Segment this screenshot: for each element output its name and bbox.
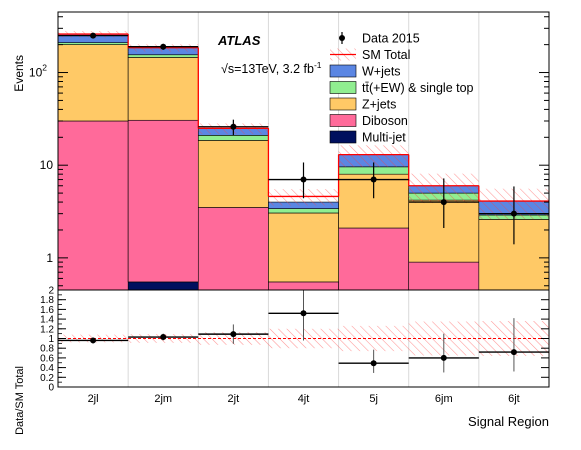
ratio-y-tick-label: 0.8 xyxy=(40,344,54,355)
ratio-point xyxy=(510,349,517,356)
legend-label: Z+jets xyxy=(362,98,396,112)
stack-bar-diboson xyxy=(127,119,199,283)
y-tick-label-base: 10 xyxy=(29,66,43,80)
stack-bar-diboson xyxy=(338,227,410,291)
ratio-y-tick-label: 1.6 xyxy=(40,305,54,316)
x-axis-title: Signal Region xyxy=(468,414,549,429)
y-tick-label: 102 xyxy=(29,63,47,80)
data-point xyxy=(90,32,97,39)
legend-data-marker xyxy=(339,35,345,41)
stack-bar-diboson xyxy=(408,261,480,291)
ratio-y-tick-label: 2 xyxy=(48,286,54,297)
legend-label: W+jets xyxy=(362,65,401,79)
stack-bar-diboson xyxy=(197,207,269,291)
ratio-y-tick-label: 1.4 xyxy=(40,315,54,326)
y-tick-label: 10 xyxy=(40,158,54,172)
x-category-label: 4jt xyxy=(298,393,310,405)
legend-label: Data 2015 xyxy=(362,32,420,46)
ratio-point xyxy=(370,360,377,367)
energy-label: √s=13TeV, 3.2 fb-1 xyxy=(221,60,322,76)
ratio-point xyxy=(160,334,167,341)
energy-label-sup: -1 xyxy=(314,60,322,70)
x-category-label: 6jt xyxy=(508,393,520,405)
y-tick-label: 1 xyxy=(46,251,53,265)
stack-bar-multi-jet xyxy=(127,281,199,291)
y-tick-label-base: 10 xyxy=(40,158,54,172)
stack-bar-diboson xyxy=(268,281,339,291)
ratio-y-tick-label: 0.4 xyxy=(40,363,54,374)
ratio-point xyxy=(90,337,97,344)
y-axis-title: Events xyxy=(12,55,26,92)
legend-label: Multi-jet xyxy=(362,131,406,145)
x-category-label: 2jm xyxy=(154,393,172,405)
ratio-axis-title: Data/SM Total xyxy=(14,366,26,435)
data-point xyxy=(230,123,237,130)
experiment-label: ATLAS xyxy=(217,33,261,48)
ratio-y-tick-label: 0.2 xyxy=(40,373,54,384)
data-point xyxy=(510,210,517,217)
data-point xyxy=(440,199,447,206)
stack-bar-tt-ew-single-top xyxy=(127,54,199,58)
legend-swatch xyxy=(329,81,357,94)
legend-label: Diboson xyxy=(362,114,408,128)
sm-uncertainty-band xyxy=(338,145,409,167)
stack-bar-tt-ew-single-top xyxy=(268,208,339,214)
data-point xyxy=(160,43,167,50)
ratio-point xyxy=(300,310,307,317)
legend-swatch xyxy=(329,130,357,144)
stack-bar-z-jets xyxy=(57,44,129,122)
ratio-point xyxy=(230,331,237,338)
y-tick-label-base: 1 xyxy=(46,251,53,265)
ratio-y-tick-label: 1 xyxy=(48,334,54,345)
ratio-point xyxy=(440,354,447,361)
ratio-y-tick-label: 0.6 xyxy=(40,353,54,364)
legend-label: tt̄(+EW) & single top xyxy=(362,81,474,95)
stack-bar-tt-ew-single-top xyxy=(197,135,269,141)
legend-swatch xyxy=(329,114,357,127)
energy-label-main: √s=13TeV, 3.2 fb xyxy=(221,62,314,76)
legend-swatch xyxy=(329,97,357,111)
x-category-label: 2jl xyxy=(88,393,99,405)
legend-swatch xyxy=(329,64,357,78)
x-category-label: 5j xyxy=(369,393,378,405)
y-tick-label-exponent: 2 xyxy=(42,63,47,73)
ratio-y-tick-label: 1.8 xyxy=(40,295,54,306)
stack-bar-diboson xyxy=(57,120,129,291)
ratio-y-tick-label: 1.2 xyxy=(40,324,54,335)
legend-label: SM Total xyxy=(362,48,410,62)
ratio-y-tick-label: 0 xyxy=(48,383,54,394)
stack-bar-z-jets xyxy=(197,140,269,208)
x-category-label: 6jm xyxy=(435,393,453,405)
data-point xyxy=(370,176,377,183)
stack-bar-z-jets xyxy=(127,57,199,121)
stack-bar-z-jets xyxy=(268,212,339,283)
x-category-label: 2jt xyxy=(228,393,240,405)
data-point xyxy=(300,176,307,183)
